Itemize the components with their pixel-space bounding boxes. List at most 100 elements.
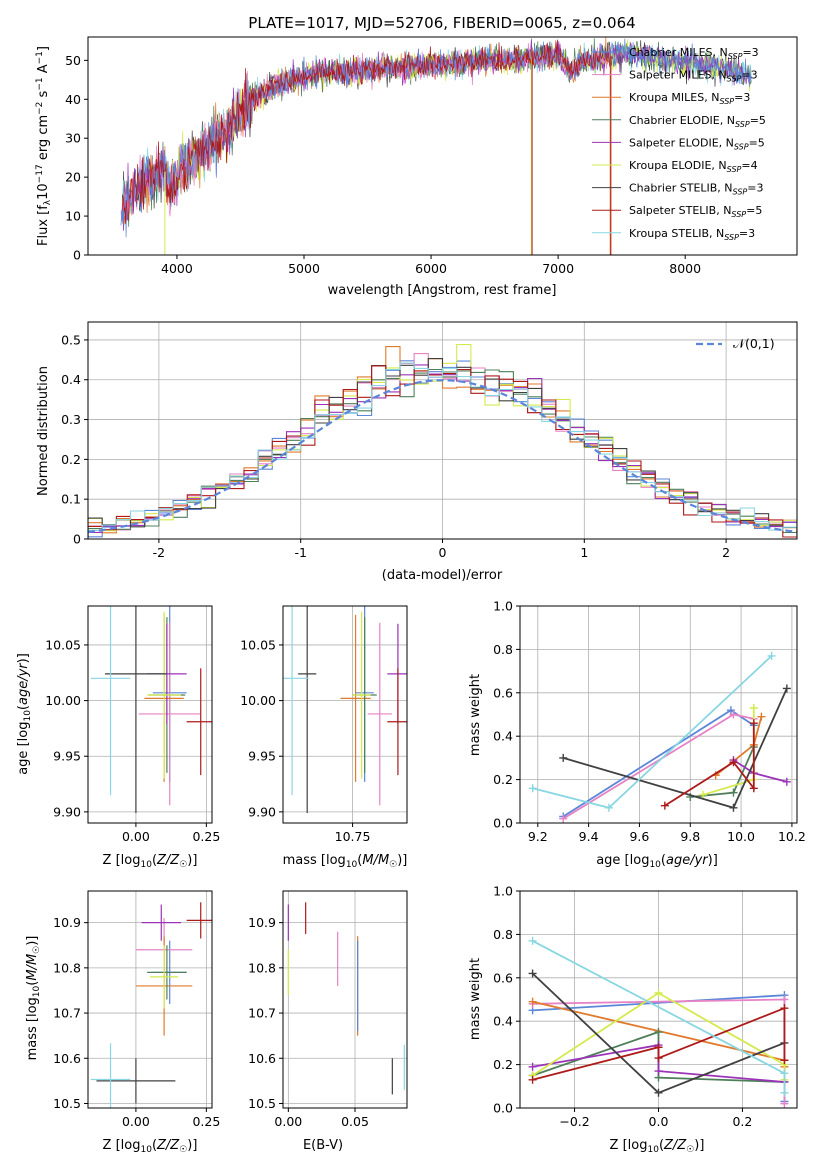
- residuals-ytick-label: 0.5: [61, 332, 81, 347]
- weight-vs-age-marker: [729, 803, 738, 812]
- weight-vs-age-xtick-label: 9.6: [629, 829, 649, 844]
- weight-vs-Z-marker: [654, 988, 663, 997]
- hist-frame: [87, 321, 798, 540]
- mass-vs-EBV-ytick-label: 10.8: [248, 960, 276, 975]
- weight-vs-age-marker: [698, 790, 707, 799]
- weight-vs-age-marker: [749, 703, 758, 712]
- age-vs-Z-axes: 0.00 0.25 9.90 9.95 10.00 10.05: [45, 606, 220, 844]
- weight-vs-age-marker: [660, 801, 669, 810]
- weight-vs-Z-marker: [780, 995, 789, 1004]
- legend-label: Chabrier ELODIE, NSSP=5: [629, 114, 766, 129]
- hist-series-step: [88, 362, 797, 531]
- weight-vs-Z-marker: [528, 969, 537, 978]
- mass-vs-Z-ytick-label: 10.9: [53, 915, 81, 930]
- wAge-ylabel: mass weight: [468, 674, 483, 756]
- wAge-xlabel: age [log10(age/yr)]: [596, 853, 718, 870]
- massZ-xlabel: Z [log10(Z/Z☉)]: [103, 1138, 198, 1155]
- legend-label: Salpeter ELODIE, NSSP=5: [629, 136, 765, 151]
- weight-vs-age-marker: [559, 753, 568, 762]
- weight-vs-age-marker: [559, 814, 568, 823]
- weight-vs-age-marker: [528, 784, 537, 793]
- weight-vs-Z-ytick-label: 1.0: [493, 884, 513, 899]
- legend-label: Salpeter STELIB, NSSP=5: [629, 204, 762, 219]
- wZ-xlabel: Z [log10(Z/Z☉)]: [610, 1138, 705, 1155]
- weight-vs-age-frame: [519, 605, 798, 824]
- weight-vs-Z-ytick-label: 0.2: [493, 1057, 513, 1072]
- legend-label: Kroupa STELIB, NSSP=3: [629, 227, 755, 242]
- spectrum-ytick-label: 40: [65, 92, 81, 107]
- weight-vs-Z-marker: [780, 1099, 789, 1108]
- weight-vs-age-xtick-label: 9.4: [579, 829, 599, 844]
- weight-vs-age-marker: [767, 651, 776, 660]
- ageM-xlabel: mass [log10(M/M☉)]: [283, 853, 408, 870]
- residuals-ytick-label: 0.3: [61, 412, 81, 427]
- weight-vs-age-axes: 9.2 9.4 9.6 9.8 10.0 10.2 0.0 0.2 0.4 0.6 0.8 1.0: [493, 599, 806, 845]
- weight-vs-age-series: [528, 651, 791, 823]
- spectrum-series-line: [121, 39, 611, 224]
- residuals-ytick-label: 0.2: [61, 452, 81, 467]
- mass-vs-EBV-ytick-label: 10.7: [248, 1006, 276, 1021]
- weight-vs-age-line: [664, 723, 755, 807]
- weight-vs-age-marker: [757, 712, 766, 721]
- gaussian-reference-line: [88, 379, 797, 534]
- legend-label: Salpeter MILES, NSSP=3: [629, 69, 758, 84]
- spectrum-xtick-label: 7000: [542, 261, 574, 276]
- mass-vs-Z-xtick-label: 0.00: [122, 1114, 150, 1129]
- legend-label: Kroupa ELODIE, NSSP=4: [629, 159, 758, 174]
- mass-vs-EBV-axes: 0.00 0.05 10.5 10.6 10.7 10.8 10.9: [248, 891, 407, 1129]
- wZ-ylabel: mass weight: [468, 958, 483, 1040]
- weight-vs-age-ytick-label: 1.0: [493, 599, 513, 614]
- weight-vs-Z-marker: [528, 936, 537, 945]
- mass-vs-Z-ytick-label: 10.8: [53, 960, 81, 975]
- residuals-xtick-label: -2: [153, 545, 165, 560]
- spectrum-xtick-label: 5000: [288, 261, 320, 276]
- mass-vs-Z-ytick-label: 10.7: [53, 1006, 81, 1021]
- weight-vs-age-xtick-label: 9.2: [528, 829, 548, 844]
- mass-vs-Z-ytick-label: 10.5: [53, 1096, 81, 1111]
- spectrum-series-line: [120, 38, 752, 238]
- mass-vs-EBV-ytick-label: 10.9: [248, 915, 276, 930]
- mass-vs-EBV-points: [287, 902, 405, 1095]
- weight-vs-age-xtick-label: 10.2: [778, 829, 806, 844]
- mass-vs-EBV-xtick-label: 0.05: [341, 1114, 369, 1129]
- weight-vs-age-ytick-label: 0.4: [493, 729, 513, 744]
- mass-vs-EBV-frame: [282, 890, 408, 1109]
- age-vs-Z-ytick-label: 10.05: [45, 637, 81, 652]
- spectrum-ytick-label: 30: [65, 131, 81, 146]
- weight-vs-Z-marker: [654, 1067, 663, 1076]
- weight-vs-Z-xtick-label: −0.2: [559, 1114, 589, 1129]
- weight-vs-Z-xtick-label: 0.2: [732, 1114, 752, 1129]
- mass-vs-EBV-ytick-label: 10.5: [248, 1096, 276, 1111]
- age-vs-Z-ytick-label: 9.95: [53, 749, 81, 764]
- weight-vs-Z-xtick-label: 0.0: [649, 1114, 669, 1129]
- age-vs-Z-frame: [87, 605, 213, 824]
- mass-vs-EBV-ytick-label: 10.6: [248, 1051, 276, 1066]
- spectrum-xlabel: wavelength [Angstrom, rest frame]: [328, 283, 557, 298]
- weight-vs-Z-ytick-label: 0.0: [493, 1101, 513, 1116]
- spectrum-ytick-label: 20: [65, 170, 81, 185]
- ageZ-xlabel: Z [log10(Z/Z☉)]: [103, 853, 198, 870]
- age-vs-mass-points: [283, 606, 407, 813]
- age-vs-mass-xtick-label: 10.75: [335, 829, 371, 844]
- weight-vs-age-marker: [729, 788, 738, 797]
- spectrum-ylabel: Flux [fλ10−17 erg cm−2 s−1 A−1]: [35, 46, 53, 246]
- spectrum-axes: 4000 5000 6000 7000 8000 0 10 20 30 40 50: [65, 53, 701, 276]
- residuals-ytick-label: 0: [73, 532, 81, 547]
- weight-vs-age-marker: [726, 706, 735, 715]
- residuals-ytick-label: 0.1: [61, 492, 81, 507]
- weight-vs-Z-ytick-label: 0.4: [493, 1014, 513, 1029]
- weight-vs-age-marker: [729, 710, 738, 719]
- weight-vs-age-ytick-label: 0.2: [493, 772, 513, 787]
- weight-vs-Z-marker: [528, 1062, 537, 1071]
- age-vs-Z-ytick-label: 10.00: [45, 693, 81, 708]
- weight-vs-age-xtick-label: 10.0: [727, 829, 755, 844]
- age-vs-mass-ytick-label: 10.05: [240, 637, 276, 652]
- hist-ylabel: Normed distribution: [36, 366, 51, 496]
- hist-legend-label: 𝒩(0,1): [733, 336, 775, 351]
- weight-vs-Z-marker: [654, 1088, 663, 1097]
- age-vs-mass-ytick-label: 9.90: [248, 804, 276, 819]
- spectrum-xtick-label: 6000: [415, 261, 447, 276]
- spectrum-title: PLATE=1017, MJD=52706, FIBERID=0065, z=0…: [248, 14, 635, 32]
- residuals-xtick-label: 1: [580, 545, 588, 560]
- mass-vs-Z-points: [90, 902, 212, 1108]
